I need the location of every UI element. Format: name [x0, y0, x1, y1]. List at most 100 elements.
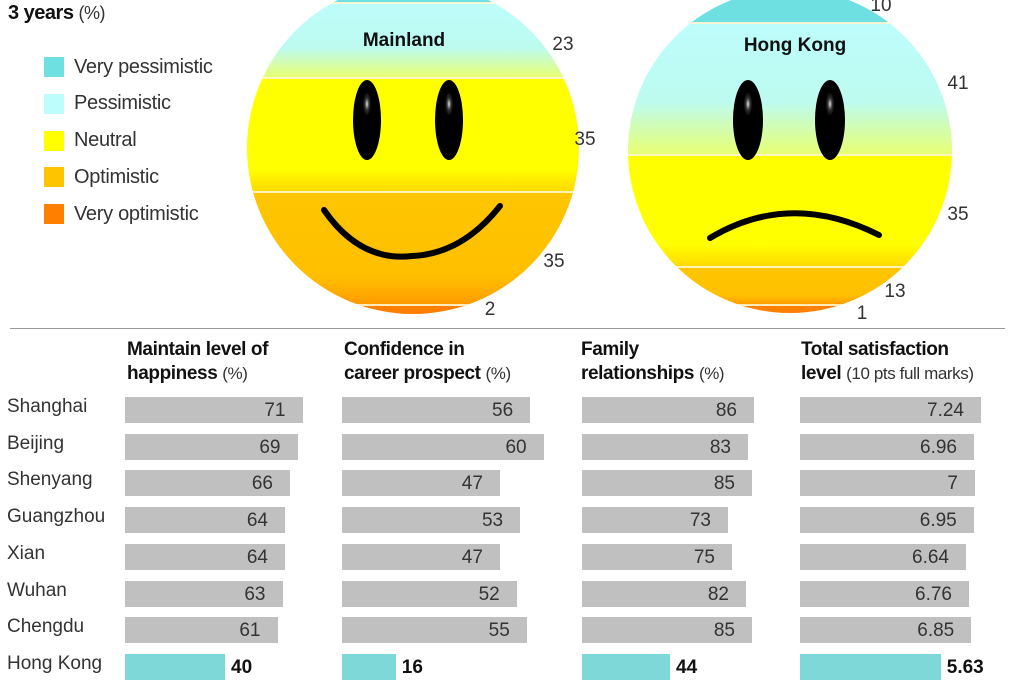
legend-label: Very pessimistic [74, 55, 213, 78]
bar-value-label: 5.63 [946, 656, 984, 678]
chart-title-fragment: 3 years (%) [8, 2, 106, 25]
legend-item: Optimistic [44, 166, 159, 188]
bar-value-label: 63 [244, 583, 266, 605]
legend-label: Very optimistic [74, 202, 199, 225]
bar [125, 543, 285, 570]
bar [800, 617, 972, 644]
column-heading: Family relationships (%) [581, 338, 725, 386]
column-heading: Maintain level of happiness (%) [127, 338, 268, 386]
face-value-label: 1 [857, 303, 868, 324]
mainland-face-features [321, 80, 503, 260]
face-value-label: 4 [482, 0, 493, 2]
bar [342, 433, 544, 460]
city-label: Wuhan [7, 579, 67, 601]
face-value-label: 13 [884, 281, 905, 302]
hong-kong-face-features [707, 80, 882, 241]
column-heading: Total satisfaction level (10 pts full mar… [801, 338, 974, 386]
frown-mouth-icon [707, 210, 882, 241]
hong-kong-title: Hong Kong [744, 35, 846, 56]
legend-swatch [44, 93, 64, 114]
bar-value-label: 83 [709, 436, 731, 458]
mainland-face [247, 0, 579, 314]
bar [582, 543, 732, 570]
heading-line2: relationships (%) [581, 363, 725, 384]
bar-value-label: 44 [676, 656, 698, 678]
bar-value-label: 85 [713, 620, 735, 642]
heading-line2: career prospect (%) [344, 363, 511, 384]
bar [125, 507, 285, 534]
heading-unit: (10 pts full marks) [846, 364, 974, 383]
city-label: Hong Kong [7, 652, 103, 674]
bar-value-label: 6.96 [920, 436, 957, 458]
city-label: Xian [7, 542, 46, 564]
mainland-title: Mainland [363, 30, 445, 51]
heading-unit: (%) [698, 364, 725, 383]
face-value-label: 2 [485, 299, 496, 320]
legend-label: Optimistic [74, 165, 159, 188]
band-very-optimistic [628, 305, 952, 313]
bar [800, 580, 969, 607]
legend-item: Very optimistic [44, 202, 199, 225]
bar-value-label: 64 [246, 546, 268, 568]
right-eye-icon [435, 80, 463, 160]
bar [582, 580, 746, 607]
bar [800, 543, 966, 570]
bar-value-label: 6.76 [915, 583, 952, 605]
band-very-optimistic [247, 305, 579, 314]
bar-value-label: 7 [947, 473, 958, 495]
bar-value-label: 69 [259, 436, 281, 458]
bar [800, 433, 974, 460]
bar [342, 397, 531, 423]
column-heading: Confidence in career prospect (%) [344, 338, 511, 386]
title-unit: (%) [78, 3, 106, 23]
bar-value-label: 47 [461, 546, 483, 568]
city-label: Guangzhou [7, 506, 106, 528]
legend-swatch [44, 167, 64, 188]
bar-value-label: 73 [689, 510, 711, 532]
bar-value-label: 55 [488, 620, 510, 642]
title-bold: 3 years [8, 2, 74, 24]
heading-line1: Confidence in [344, 339, 465, 360]
face-value-label: 35 [947, 204, 968, 225]
bar-value-label: 6.95 [919, 510, 957, 532]
bar [342, 470, 500, 497]
heading-line1: Maintain level of [127, 339, 269, 360]
legend-label: Pessimistic [74, 92, 171, 115]
bar [800, 653, 941, 680]
bar-value-label: 71 [264, 400, 286, 421]
heading-unit: (%) [485, 364, 511, 383]
band-optimistic [247, 192, 579, 305]
bar [582, 653, 670, 680]
bar-value-label: 40 [231, 656, 253, 678]
bar [582, 397, 754, 423]
bar-value-label: 86 [715, 400, 737, 421]
bar [582, 470, 752, 497]
legend-swatch [44, 57, 64, 77]
bar [342, 617, 527, 644]
bar [800, 470, 975, 497]
bar-value-label: 53 [481, 510, 504, 532]
band-neutral [247, 78, 579, 192]
bar [800, 397, 981, 423]
faces: Mainland Hong Kong 4 23 35 35 2 10 41 35 13 1 [247, 0, 969, 324]
bar [125, 433, 298, 460]
bar [125, 397, 303, 423]
left-eye-icon [353, 80, 381, 160]
bar [125, 653, 225, 680]
heading-line1: Family [581, 339, 639, 360]
legend-item: Neutral [44, 129, 137, 152]
heading-unit: (%) [222, 364, 248, 383]
bar [582, 617, 752, 644]
bar-value-label: 56 [492, 400, 514, 421]
bar [342, 543, 500, 570]
heading-line1: Total satisfaction [801, 339, 949, 360]
bar [342, 580, 517, 607]
bar [342, 507, 521, 534]
city-label: Shanghai [7, 396, 88, 417]
bar-value-label: 64 [246, 510, 268, 532]
smile-mouth-icon [321, 203, 503, 260]
bar [342, 653, 396, 680]
legend-item: Very pessimistic [44, 56, 213, 78]
bar-value-label: 6.64 [912, 546, 949, 568]
bar-value-label: 60 [505, 436, 527, 458]
